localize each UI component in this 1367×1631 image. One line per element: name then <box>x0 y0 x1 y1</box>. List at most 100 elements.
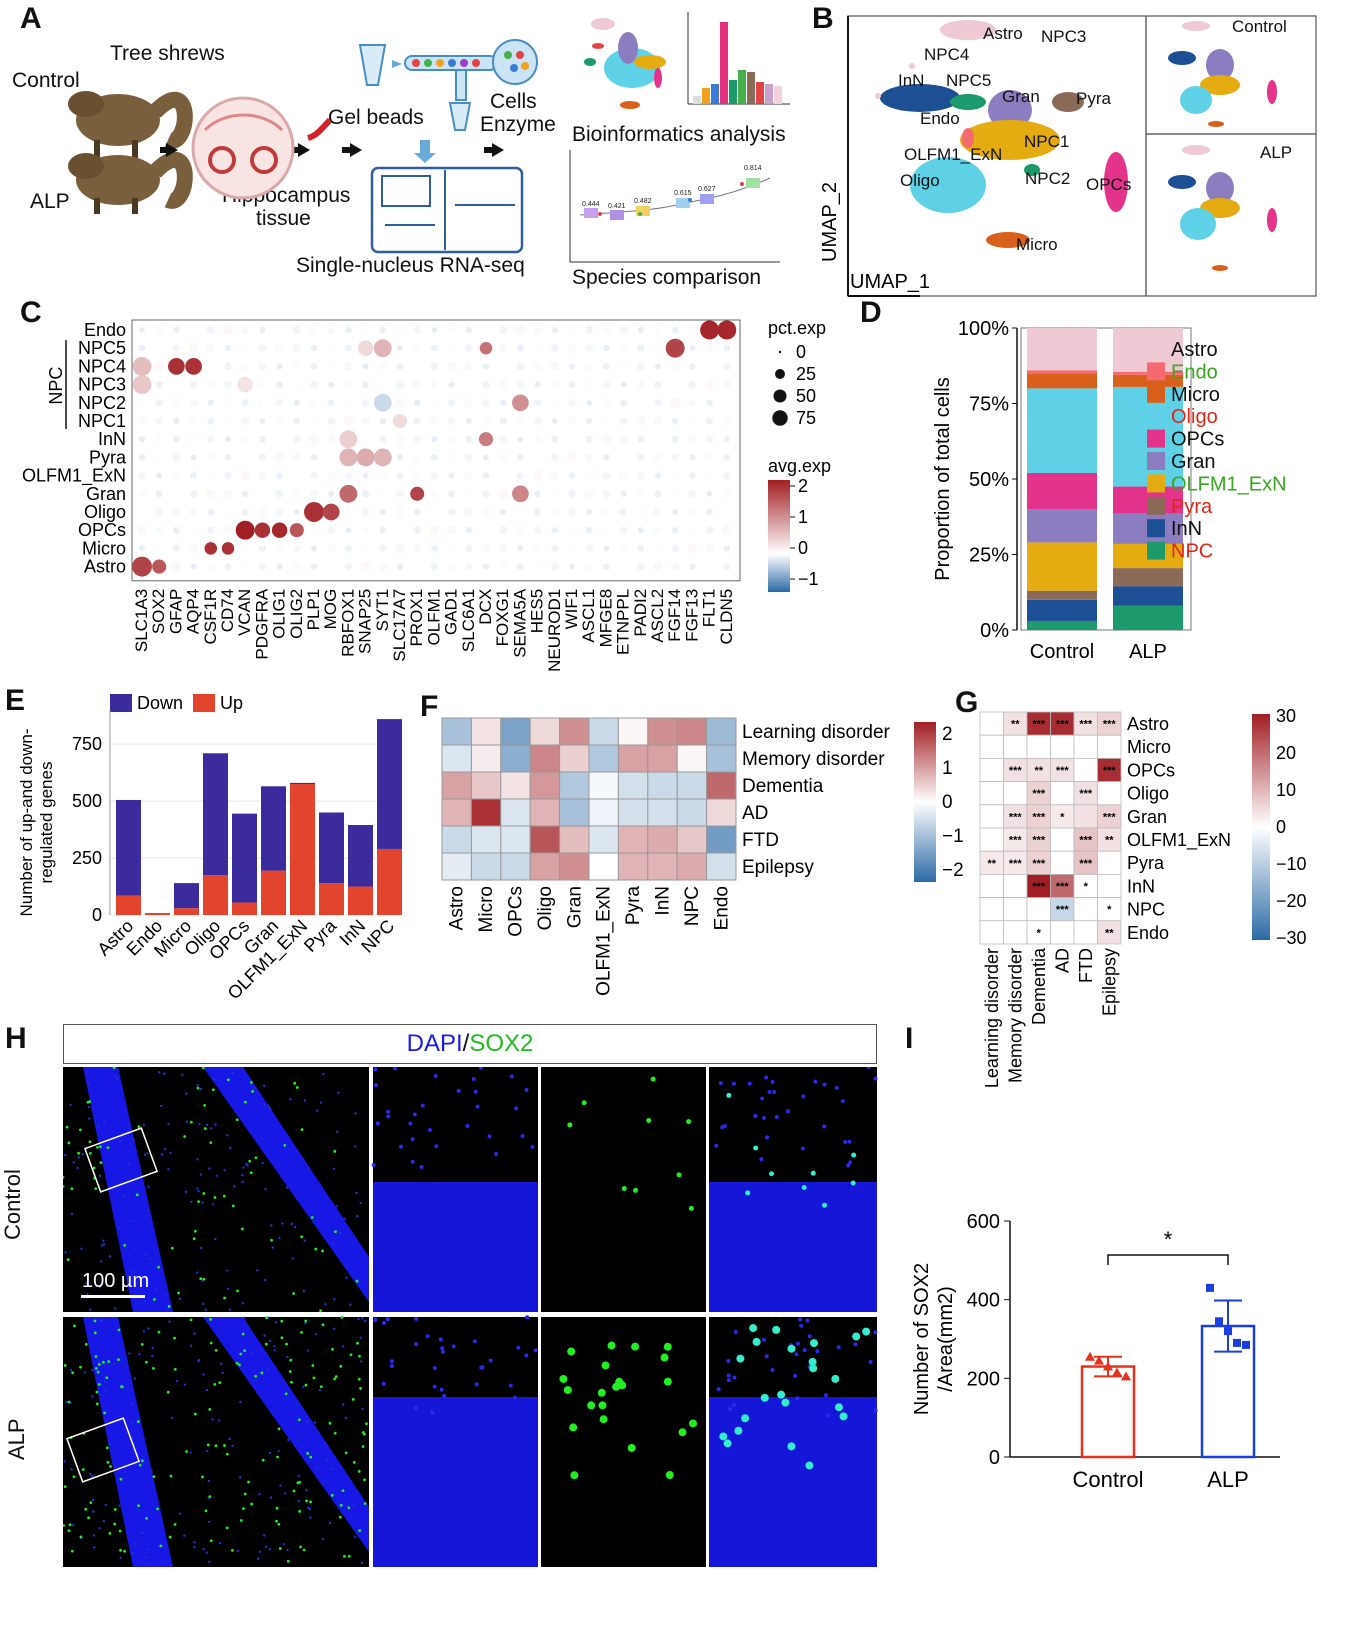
g-row-label: OPCs <box>1127 760 1175 780</box>
dotplot-dot <box>430 362 439 371</box>
sox2-dot <box>193 1229 197 1233</box>
sox2-dot <box>288 1370 292 1373</box>
dotplot-dot <box>206 470 216 481</box>
sox2-dot <box>144 1360 148 1364</box>
npc-group-label: NPC <box>46 367 66 405</box>
dotplot-dot <box>207 526 215 534</box>
sox2-dot <box>152 1475 156 1479</box>
nucleus-dot <box>69 1103 72 1107</box>
nucleus-dot <box>307 1166 310 1170</box>
sox2-dot <box>102 1360 105 1364</box>
nucleus-dot <box>390 1363 395 1368</box>
sox2-dot <box>89 1501 93 1505</box>
nucleus-dot <box>63 1460 66 1463</box>
dotplot-dot <box>328 490 335 497</box>
dotplot-dot <box>154 543 164 554</box>
e-bar-down <box>116 799 141 896</box>
g-colorbar-label: −30 <box>1276 928 1307 948</box>
dotplot-dot <box>483 454 489 461</box>
nucleus-dot <box>408 1121 413 1126</box>
i-ytick-label: 600 <box>967 1211 1000 1233</box>
e-bar-down <box>290 782 315 785</box>
dotplot-dot <box>446 561 457 572</box>
dotplot-dot <box>704 361 715 372</box>
dotplot-dot <box>189 398 198 407</box>
nucleus-dot <box>72 1161 75 1164</box>
enzyme-label: Enzyme <box>480 113 556 136</box>
dotplot-dot <box>722 380 732 389</box>
f-cell <box>470 825 502 854</box>
sox2-cell <box>723 1439 732 1448</box>
dotplot-dot <box>310 454 318 461</box>
dotplot-dot <box>205 379 216 390</box>
alp-label-a: ALP <box>30 190 70 213</box>
f-cell <box>441 798 472 827</box>
nucleus-dot <box>205 1388 209 1392</box>
f-cell <box>647 717 678 746</box>
dotplot-dot <box>257 397 268 408</box>
g-cell <box>1050 734 1075 759</box>
dotplot-dot <box>189 380 198 389</box>
nucleus-dot <box>241 1173 244 1177</box>
nucleus-dot <box>145 1562 148 1566</box>
dotplot-dot <box>653 525 663 535</box>
sox2-dot <box>311 1364 315 1367</box>
f-cell <box>441 717 472 746</box>
sox2-dot <box>347 1506 351 1510</box>
pct-legend-value: 75 <box>796 408 816 428</box>
dotplot-dot <box>619 434 628 444</box>
f-colorbar-label: 0 <box>942 792 953 813</box>
sox2-dot <box>363 1502 367 1505</box>
nucleus-dot <box>331 1467 334 1471</box>
sox2-cell <box>599 1415 608 1424</box>
d-legend-label: OLFM1_ExN <box>1171 473 1287 495</box>
dotplot-dot <box>235 520 255 540</box>
ca-band <box>203 1317 369 1552</box>
sox2-dot <box>284 1392 288 1396</box>
dotplot-dot <box>326 470 337 481</box>
nucleus-dot <box>103 1380 107 1383</box>
nucleus-dot <box>333 1298 336 1301</box>
dotplot-dot <box>705 435 714 444</box>
nucleus-dot <box>64 1251 67 1254</box>
dotplot-dot <box>618 452 629 463</box>
sox2-dot <box>248 1159 252 1163</box>
g-cell <box>1073 897 1098 922</box>
sox2-dot <box>138 1463 142 1467</box>
dotplot-dot <box>637 545 645 552</box>
sox2-dot <box>63 1524 65 1527</box>
nucleus-dot <box>345 1276 348 1279</box>
dotplot-dot <box>533 508 542 516</box>
dotplot-dot <box>328 381 335 388</box>
dotplot-dot <box>481 525 491 535</box>
g-star: *** <box>1103 811 1117 823</box>
f-cell <box>588 825 619 854</box>
pct-legend-dot <box>772 410 788 426</box>
f-col-label: InN <box>653 886 674 916</box>
nucleus-dot <box>305 1488 308 1492</box>
nucleus-dot <box>760 1096 765 1101</box>
nucleus-dot <box>205 1551 208 1554</box>
dotplot-dot <box>240 452 250 463</box>
nucleus-dot <box>440 1349 445 1354</box>
f-cell <box>559 744 590 773</box>
dotplot-dot <box>687 543 698 554</box>
dotplot-gene-label: PLP1 <box>304 589 323 631</box>
zoom-box <box>83 1127 159 1193</box>
tissue-piece-icon <box>306 117 333 141</box>
dotplot-dot <box>619 325 628 335</box>
dotplot-dot <box>585 344 594 353</box>
sox2-dot <box>169 1474 173 1478</box>
dotplot-dot <box>499 417 507 425</box>
dotplot-gene-label: SOX2 <box>149 589 168 634</box>
dotplot-dot <box>188 343 199 354</box>
nucleus-dot <box>208 1520 211 1524</box>
dotplot-dot <box>396 380 404 389</box>
dotplot-dot <box>705 452 715 462</box>
dotplot-dot <box>188 434 199 445</box>
dotplot-dot <box>223 507 233 517</box>
sox2-dot <box>67 1141 71 1145</box>
dotplot-dot <box>171 397 182 408</box>
nucleus-dot <box>208 1560 211 1564</box>
nucleus-dot <box>124 1470 127 1474</box>
